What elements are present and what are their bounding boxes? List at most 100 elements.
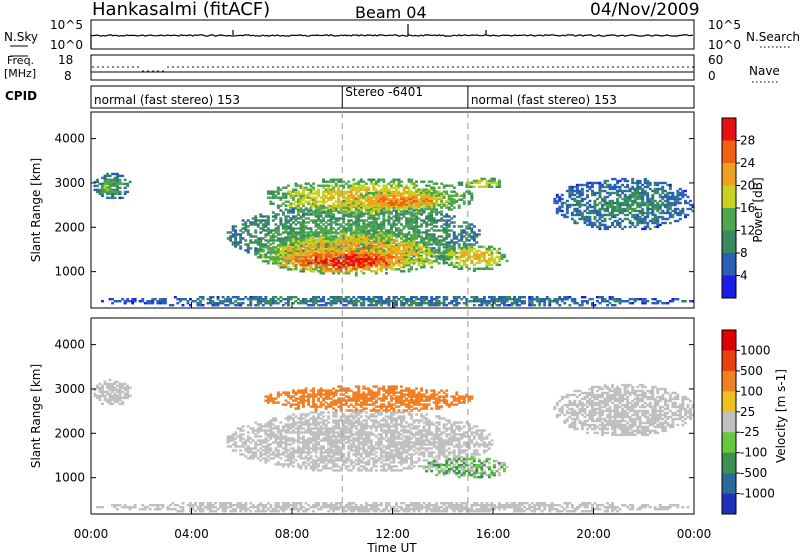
power-cell — [289, 235, 293, 238]
power-cell — [379, 254, 383, 257]
power-cell — [377, 257, 381, 261]
power-cell — [292, 253, 295, 257]
power-cell — [96, 184, 99, 188]
power-cell — [472, 251, 476, 255]
power-cell — [601, 219, 604, 223]
power-cell — [631, 209, 635, 213]
power-cell — [405, 190, 409, 193]
power-cell — [367, 300, 371, 303]
power-cell — [636, 215, 640, 219]
power-cell — [347, 180, 351, 183]
power-cell — [684, 193, 687, 197]
power-cell — [367, 247, 371, 250]
power-cell — [382, 178, 386, 181]
power-cell — [292, 235, 295, 238]
power-cell — [390, 248, 393, 251]
nave-dot — [327, 66, 329, 68]
power-cell — [402, 199, 406, 203]
power-cell — [113, 192, 117, 196]
power-cell — [327, 251, 331, 255]
power-cell — [422, 262, 426, 265]
power-cell — [349, 202, 353, 205]
power-cell — [329, 300, 333, 303]
power-cell — [400, 234, 403, 237]
power-cell — [400, 261, 403, 265]
power-cell — [337, 238, 341, 241]
power-cell — [626, 205, 630, 209]
power-cell — [312, 298, 316, 301]
power-cell — [274, 296, 278, 299]
power-cell — [372, 235, 376, 238]
power-cell — [354, 264, 358, 267]
power-cell — [445, 184, 449, 187]
power-cell — [322, 217, 326, 220]
power-cell — [309, 264, 313, 267]
power-cell — [447, 244, 451, 247]
power-cell — [312, 251, 316, 255]
power-cell — [372, 270, 376, 273]
power-cell — [661, 189, 665, 193]
power-cell — [314, 255, 318, 259]
power-cell — [246, 298, 250, 301]
power-cell — [309, 184, 313, 187]
power-cell — [586, 185, 589, 189]
power-cell — [302, 302, 305, 305]
power-cell — [588, 215, 592, 219]
power-cell — [342, 206, 346, 209]
power-cell — [118, 178, 122, 182]
power-cell — [289, 259, 293, 262]
power-cell — [427, 248, 431, 251]
power-cell — [299, 255, 303, 258]
power-cell — [613, 213, 617, 217]
power-cell — [359, 256, 363, 259]
power-cell — [412, 193, 416, 197]
power-cell — [666, 195, 670, 199]
power-cell — [324, 227, 328, 230]
power-cell — [470, 243, 474, 246]
power-cell — [312, 269, 316, 273]
power-cell — [390, 225, 393, 228]
power-cell — [276, 204, 280, 207]
power-cell — [427, 207, 431, 211]
power-cell — [276, 190, 280, 193]
power-cell — [334, 178, 338, 181]
power-cell — [387, 298, 391, 301]
power-cell — [324, 240, 328, 243]
power-cell — [309, 231, 313, 234]
power-cell — [364, 219, 368, 222]
nave-dot — [427, 66, 429, 68]
power-cell — [271, 229, 275, 232]
power-cell — [442, 251, 446, 254]
power-cell — [568, 195, 572, 199]
power-cell — [302, 268, 305, 271]
power-cell — [234, 300, 238, 303]
power-cell — [349, 219, 353, 222]
power-cell — [586, 201, 589, 205]
power-cell — [259, 213, 263, 216]
power-cell — [362, 304, 366, 307]
power-cell — [372, 248, 376, 251]
power-cell — [432, 182, 436, 185]
power-cell — [364, 240, 368, 243]
power-cell — [337, 251, 341, 255]
power-cell — [359, 192, 363, 195]
power-cell — [653, 219, 657, 223]
power-cell — [329, 212, 333, 215]
power-cell — [364, 267, 368, 271]
power-cell — [251, 235, 255, 238]
power-cell — [116, 182, 120, 186]
power-cell — [407, 203, 411, 207]
power-cell — [580, 191, 584, 195]
power-cell — [405, 264, 409, 267]
power-cell — [354, 208, 358, 211]
power-cell — [392, 209, 396, 212]
power-cell — [284, 238, 288, 241]
power-cell — [359, 196, 363, 199]
power-cell — [623, 207, 627, 211]
power-cell — [369, 265, 373, 269]
power-cell — [352, 198, 356, 201]
power-cell — [357, 236, 361, 239]
power-cell — [322, 251, 326, 255]
power-cell — [432, 190, 436, 193]
power-cell — [98, 182, 102, 186]
